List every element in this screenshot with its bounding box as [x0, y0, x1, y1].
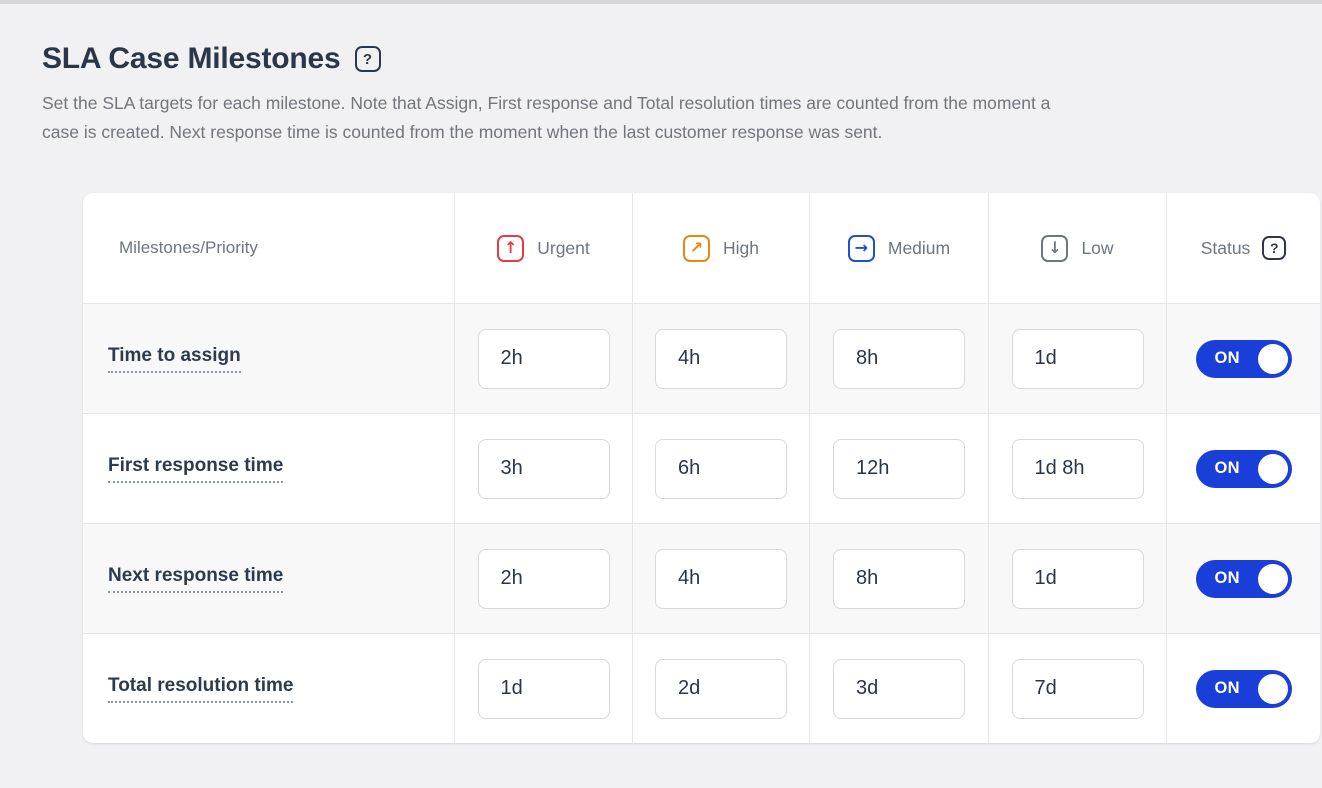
- first-response-medium-input[interactable]: [833, 438, 965, 499]
- time-to-assign-status-toggle[interactable]: ON: [1195, 339, 1292, 378]
- toggle-on-label: ON: [1214, 569, 1240, 587]
- toggle-on-label: ON: [1214, 349, 1240, 367]
- time-to-assign-urgent-input[interactable]: [477, 328, 610, 389]
- table-row: Total resolution time ON: [83, 633, 1320, 743]
- total-resolution-high-input[interactable]: [655, 658, 787, 719]
- table-row: Time to assign ON: [83, 303, 1320, 413]
- status-header-label: Status: [1200, 237, 1251, 258]
- next-response-status-toggle[interactable]: ON: [1195, 559, 1292, 598]
- total-resolution-low-input[interactable]: [1011, 658, 1144, 719]
- table-header-row: Milestones/Priority ↑ Urgent ↗ High → Me…: [83, 193, 1320, 303]
- priority-label-urgent: Urgent: [537, 237, 590, 258]
- total-resolution-urgent-input[interactable]: [477, 658, 610, 719]
- priority-label-medium: Medium: [887, 237, 951, 258]
- first-response-high-input[interactable]: [655, 438, 787, 499]
- status-help-icon[interactable]: ?: [1262, 236, 1287, 260]
- next-response-high-input[interactable]: [655, 548, 787, 609]
- arrow-right-icon: →: [847, 234, 875, 262]
- arrow-up-right-icon: ↗: [683, 234, 710, 262]
- time-to-assign-medium-input[interactable]: [833, 328, 965, 389]
- table-row: First response time ON: [83, 413, 1320, 523]
- toggle-on-label: ON: [1214, 459, 1240, 477]
- milestone-label-first-response-time[interactable]: First response time: [108, 455, 284, 483]
- title-help-icon[interactable]: ?: [354, 46, 381, 72]
- page-title: SLA Case Milestones: [42, 42, 341, 75]
- milestone-label-total-resolution-time[interactable]: Total resolution time: [108, 675, 294, 703]
- first-response-low-input[interactable]: [1011, 438, 1144, 499]
- total-resolution-medium-input[interactable]: [833, 658, 965, 719]
- time-to-assign-low-input[interactable]: [1011, 328, 1144, 389]
- milestone-label-time-to-assign[interactable]: Time to assign: [108, 345, 241, 373]
- toggle-knob: [1257, 563, 1288, 594]
- page-subtitle: Set the SLA targets for each milestone. …: [42, 93, 1051, 142]
- milestone-label-next-response-time[interactable]: Next response time: [108, 565, 284, 593]
- column-header-low: ↓ Low: [989, 193, 1167, 303]
- table-row: Next response time ON: [83, 523, 1320, 633]
- arrow-down-icon: ↓: [1041, 234, 1069, 262]
- arrow-up-icon: ↑: [497, 234, 525, 262]
- priority-label-low: Low: [1081, 237, 1114, 258]
- column-header-urgent: ↑ Urgent: [455, 193, 633, 303]
- sla-settings-page: SLA Case Milestones ? Set the SLA target…: [0, 42, 1322, 743]
- next-response-low-input[interactable]: [1011, 548, 1144, 609]
- toggle-on-label: ON: [1214, 679, 1240, 697]
- toggle-knob: [1257, 673, 1288, 704]
- next-response-medium-input[interactable]: [833, 548, 965, 609]
- first-response-urgent-input[interactable]: [477, 438, 610, 499]
- total-resolution-status-toggle[interactable]: ON: [1195, 669, 1292, 708]
- next-response-urgent-input[interactable]: [477, 548, 610, 609]
- column-header-high: ↗ High: [633, 193, 810, 303]
- column-header-milestones: Milestones/Priority: [83, 193, 455, 303]
- toggle-knob: [1257, 343, 1288, 374]
- page-header: SLA Case Milestones ?: [42, 42, 1280, 76]
- column-header-status: Status ?: [1167, 193, 1320, 303]
- sla-milestones-table: Milestones/Priority ↑ Urgent ↗ High → Me…: [83, 193, 1320, 743]
- toggle-knob: [1257, 453, 1288, 484]
- priority-label-high: High: [723, 237, 759, 258]
- column-header-medium: → Medium: [810, 193, 989, 303]
- top-divider: [0, 0, 1322, 4]
- time-to-assign-high-input[interactable]: [655, 328, 787, 389]
- first-response-status-toggle[interactable]: ON: [1195, 449, 1292, 488]
